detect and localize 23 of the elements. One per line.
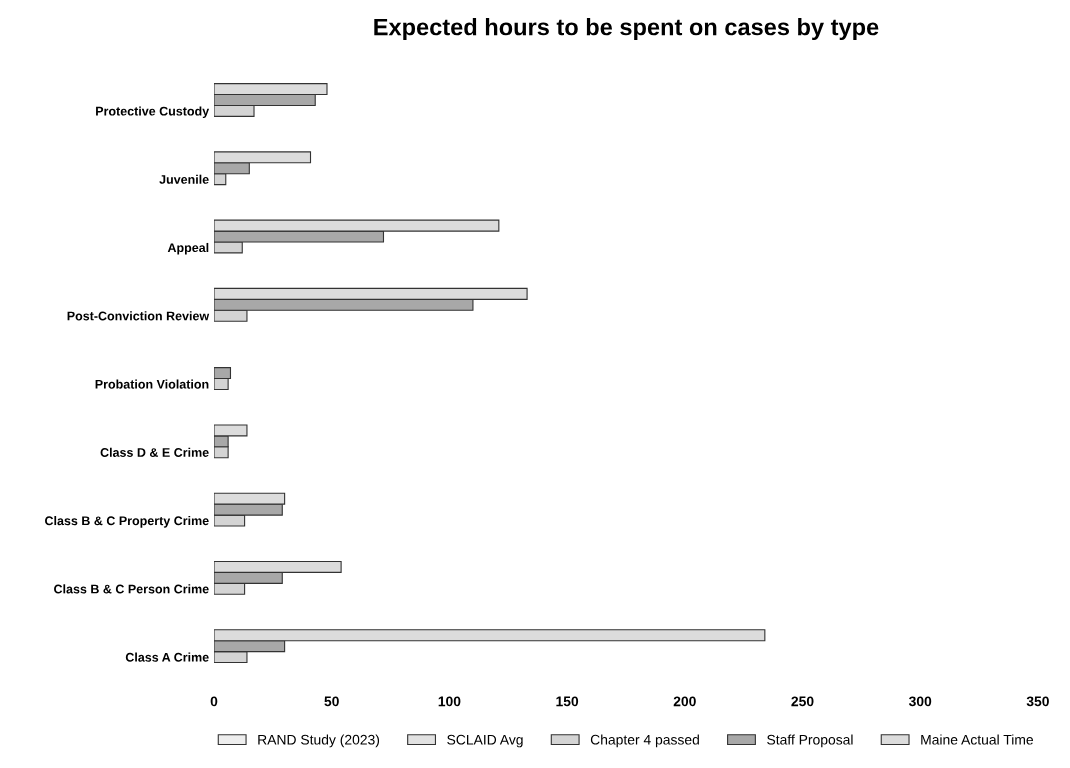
- y-tick-label: Appeal: [167, 242, 209, 255]
- x-tick-label: 50: [324, 696, 339, 707]
- x-tick-label: 250: [791, 696, 814, 707]
- x-tick-label: 150: [556, 696, 579, 707]
- y-tick-label: Juvenile: [159, 174, 209, 184]
- x-tick-label: 100: [438, 696, 461, 707]
- y-tick-label: Probation Violation: [95, 379, 209, 389]
- legend-label: SCLAID Avg: [447, 734, 523, 748]
- x-tick-label: 300: [908, 696, 932, 707]
- legend-label: Staff Proposal: [767, 734, 853, 748]
- y-tick-label: Class D & E Crime: [100, 447, 209, 457]
- x-tick-label: 200: [673, 696, 696, 707]
- legend-label: RAND Study (2023): [258, 734, 380, 748]
- y-tick-label: Class B & C Person Crime: [54, 584, 209, 594]
- y-tick-label: Class B & C Property Crime: [45, 516, 209, 528]
- y-tick-label: Protective Custody: [96, 106, 210, 119]
- y-tick-label: Class A Crime: [125, 652, 209, 662]
- x-tick-label: 350: [1026, 696, 1049, 707]
- legend-label: Maine Actual Time: [921, 734, 1034, 745]
- legend-label: Chapter 4 passed: [590, 734, 699, 748]
- x-tick-label: 0: [210, 696, 218, 707]
- chart-title: Expected hours to be spent on cases by type: [374, 18, 879, 41]
- y-tick-label: Post-Conviction Review: [67, 311, 210, 321]
